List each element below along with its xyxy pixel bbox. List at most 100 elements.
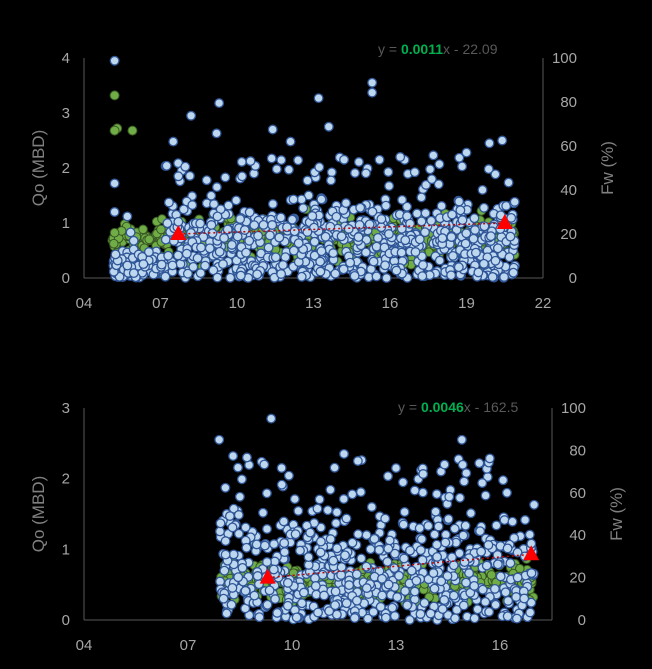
qo-point <box>244 207 255 218</box>
qo-point <box>392 592 403 603</box>
qo-point <box>405 545 415 556</box>
qo-point <box>253 230 264 241</box>
qo-point <box>252 269 263 280</box>
qo-point <box>211 182 222 193</box>
qo-point <box>228 503 239 514</box>
qo-point <box>226 599 237 610</box>
qo-point <box>187 200 198 211</box>
qo-point <box>269 539 279 550</box>
qo-point <box>215 518 226 529</box>
qo-point <box>460 238 471 249</box>
qo-point <box>283 470 294 481</box>
chart-panel-2: 04 07 10 13 16 0 1 2 3 0 20 40 60 80 100 Qo (MBD) Fw (%)… <box>29 399 626 654</box>
qo-point <box>402 600 413 611</box>
qo-point <box>282 222 292 233</box>
qo-point <box>249 590 260 601</box>
qo-point <box>501 487 512 498</box>
qo-point <box>382 556 393 567</box>
qo-point <box>236 156 247 167</box>
qo-point <box>268 564 279 575</box>
qo-point <box>434 159 445 170</box>
qo-point <box>402 201 412 212</box>
qo-point <box>266 413 277 424</box>
qo-point <box>262 599 273 610</box>
qo-point <box>236 474 247 485</box>
qo-point <box>206 190 217 201</box>
y2-tick-label: 80 <box>560 94 577 111</box>
qo-point <box>440 537 451 548</box>
qo-point <box>477 184 488 195</box>
qo-point <box>394 570 404 581</box>
qo-point <box>484 606 495 617</box>
qo-point <box>465 508 476 519</box>
qo-point <box>397 194 408 205</box>
x-tick-label: 13 <box>305 295 322 312</box>
qo-point <box>212 211 223 222</box>
qo-point <box>271 164 282 175</box>
qo-point <box>325 221 336 232</box>
qo-point <box>204 243 215 254</box>
qo-point <box>173 216 184 227</box>
qo-point <box>326 167 337 178</box>
qo-point <box>224 511 235 522</box>
qo-point <box>163 197 174 208</box>
qo-point <box>267 199 278 209</box>
qo-point <box>182 268 193 279</box>
qo-point <box>316 246 327 257</box>
qo-point <box>349 613 360 623</box>
qo-point <box>468 233 479 244</box>
qo-point <box>233 572 244 583</box>
qo-point <box>474 458 485 469</box>
qo-point <box>371 241 382 252</box>
qo-point <box>293 505 304 516</box>
qo-point <box>503 595 514 606</box>
qo-point <box>326 175 336 186</box>
qo-point <box>464 568 475 579</box>
qo-point <box>399 553 410 564</box>
qo-point <box>313 607 323 618</box>
qo-point <box>495 571 506 582</box>
qo-point <box>469 213 480 224</box>
equation-rest: x - 22.09 <box>443 41 498 57</box>
qo-point <box>314 162 325 173</box>
qo-point <box>220 549 231 560</box>
qo-point <box>296 271 307 282</box>
qo-point <box>412 208 422 219</box>
qo-point <box>400 586 411 597</box>
qo-point <box>415 545 426 556</box>
qo-point <box>473 267 484 278</box>
qo-point <box>460 520 471 531</box>
x-tick-label: 22 <box>535 295 552 312</box>
qo-point <box>456 434 467 445</box>
qo-point <box>270 252 281 263</box>
qo-point <box>483 540 494 550</box>
qo-point <box>109 207 120 217</box>
qo-point <box>201 175 212 186</box>
qo-point <box>387 602 398 613</box>
qo-point <box>231 195 242 206</box>
qo-point <box>497 135 508 146</box>
qo-point <box>391 265 402 276</box>
qo-point <box>418 469 429 479</box>
fw-point <box>127 125 138 136</box>
qo-point <box>367 206 378 217</box>
qo-point <box>458 600 469 611</box>
qo-point <box>421 179 431 190</box>
qo-point <box>354 219 365 230</box>
qo-point <box>298 587 309 598</box>
y-tick-label: 3 <box>62 105 70 122</box>
qo-point <box>414 523 425 534</box>
qo-point <box>409 586 420 597</box>
qo-point <box>279 538 290 548</box>
qo-point <box>310 581 321 591</box>
qo-point <box>309 236 320 247</box>
qo-point <box>282 577 293 588</box>
y2-tick-label: 60 <box>560 138 577 155</box>
fw-point <box>109 125 120 136</box>
qo-point <box>232 231 243 242</box>
qo-point <box>262 557 272 567</box>
qo-point <box>503 177 514 188</box>
qo-point <box>219 565 230 576</box>
qo-point <box>416 534 427 545</box>
fw-point <box>144 234 154 245</box>
